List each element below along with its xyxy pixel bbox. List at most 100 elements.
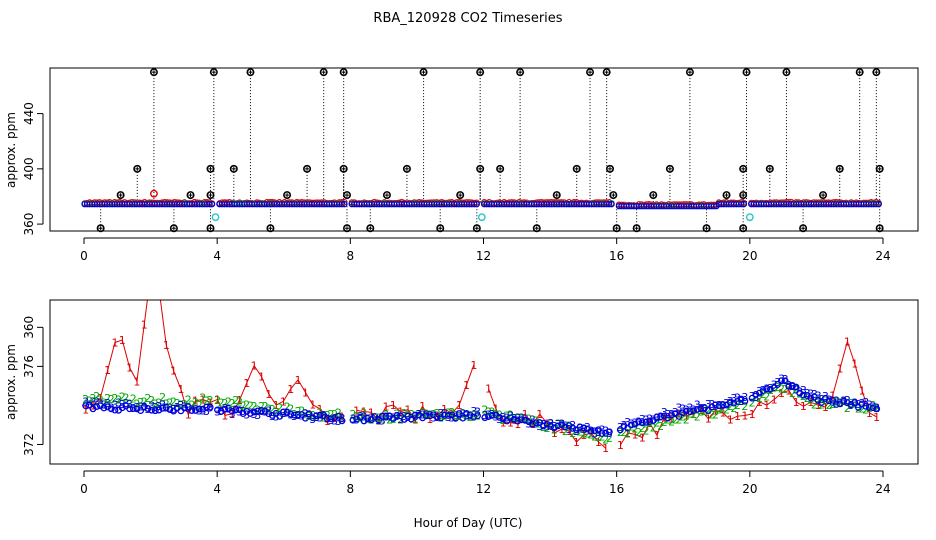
series-3-point: 3	[822, 390, 829, 403]
series-3-point: 3	[672, 406, 679, 419]
series-o-point	[616, 426, 624, 434]
series-2-point: 2	[675, 413, 682, 426]
series-3-point: 3	[653, 412, 660, 425]
series-2-point: 2	[214, 394, 221, 407]
series-o-point	[331, 414, 339, 422]
series-2-point: 2	[122, 391, 129, 404]
series-3-point: 3	[353, 414, 360, 427]
series-2-point: 2	[148, 394, 155, 407]
series-o-point	[309, 414, 317, 422]
series-2-point: 2	[401, 407, 408, 420]
series-3-point: 3	[130, 402, 137, 415]
series-o-point	[741, 397, 749, 405]
series-2-point: 2	[873, 402, 880, 415]
series-3-point: 3	[313, 411, 320, 424]
series-2-point: 2	[566, 419, 573, 432]
series-1-point: 1	[822, 401, 829, 414]
series-3-point: 3	[701, 402, 708, 415]
series-1-point: 1	[529, 418, 536, 431]
series-o-point	[408, 415, 416, 423]
outlier-point	[739, 224, 748, 233]
series-3-point: 3	[404, 411, 411, 424]
series-2-point: 2	[533, 415, 540, 428]
series-2-point: 2	[360, 407, 367, 420]
series-2-point: 2	[826, 399, 833, 412]
series-2-point: 2	[756, 392, 763, 405]
series-1-segment	[209, 398, 218, 403]
outlier-point	[476, 68, 485, 77]
outlier-point	[835, 164, 844, 173]
series-o-point	[679, 409, 687, 417]
series-2-point: 2	[844, 402, 851, 415]
x-axis-label: Hour of Day (UTC)	[414, 516, 523, 530]
series-1-segment	[356, 409, 365, 413]
series-1-segment	[392, 404, 401, 413]
series-3-point: 3	[859, 397, 866, 410]
series-1-point: 1	[243, 377, 250, 390]
series-3-point: 3	[148, 400, 155, 413]
series-o-point	[254, 407, 262, 415]
series-3-point: 3	[287, 408, 294, 421]
series-o-point	[719, 401, 727, 409]
series-2-point: 2	[588, 429, 595, 442]
series-o-point	[547, 423, 555, 430]
outlier-point	[875, 164, 884, 173]
top-blue-point	[875, 200, 882, 208]
series-3-point: 3	[335, 415, 342, 428]
outlier-point	[476, 164, 485, 173]
series-1-segment	[810, 401, 819, 406]
series-o-point	[422, 412, 430, 420]
series-3-point: 3	[177, 399, 184, 412]
series-2-point: 2	[302, 407, 309, 420]
series-o-point	[832, 401, 840, 408]
series-3-point: 3	[639, 413, 646, 426]
series-3-point: 3	[635, 415, 642, 428]
series-3-point: 3	[631, 416, 638, 429]
series-3-point: 3	[89, 395, 96, 408]
series-1-segment	[363, 411, 372, 413]
series-2-point: 2	[218, 396, 225, 409]
series-3-point: 3	[390, 411, 397, 424]
outlier-point	[702, 224, 711, 233]
series-2-point: 2	[862, 404, 869, 417]
series-o-point	[781, 377, 789, 385]
series-2-point: 2	[664, 413, 671, 426]
series-3-point: 3	[397, 413, 404, 426]
series-o-point	[748, 394, 756, 402]
series-3-point: 3	[536, 420, 543, 433]
series-1-segment	[707, 409, 716, 419]
series-1-point: 1	[236, 394, 243, 407]
series-1-point: 1	[287, 383, 294, 396]
series-3-point: 3	[796, 385, 803, 398]
series-3-point: 3	[174, 401, 181, 414]
series-2-point: 2	[269, 403, 276, 416]
outlier-point	[266, 224, 275, 233]
series-3-point: 3	[144, 403, 151, 416]
series-o-point	[510, 416, 518, 423]
series-o-point	[104, 403, 112, 411]
cyan-point	[745, 213, 754, 222]
series-2-point: 2	[108, 393, 115, 406]
series-1-segment	[246, 365, 255, 384]
series-3-point: 3	[111, 398, 118, 411]
red-spike-point	[150, 189, 158, 198]
series-3-point: 3	[851, 397, 858, 410]
series-2-point: 2	[137, 396, 144, 409]
series-2-point: 2	[152, 398, 159, 411]
series-3-point: 3	[382, 411, 389, 424]
series-2-point: 2	[236, 396, 243, 409]
series-o-point	[481, 414, 489, 422]
series-o-point	[807, 394, 815, 402]
series-2-point: 2	[500, 414, 507, 427]
series-1-segment	[715, 409, 724, 414]
series-2-point: 2	[163, 397, 170, 410]
series-o-point	[605, 428, 613, 436]
series-1-segment	[649, 422, 658, 436]
series-1-point: 1	[705, 413, 712, 426]
series-o-point	[594, 426, 602, 434]
outlier-point	[742, 68, 751, 77]
series-2-point: 2	[408, 408, 415, 421]
top-blue-point	[473, 200, 480, 208]
series-1-segment	[466, 364, 475, 386]
series-o-point	[199, 405, 207, 413]
